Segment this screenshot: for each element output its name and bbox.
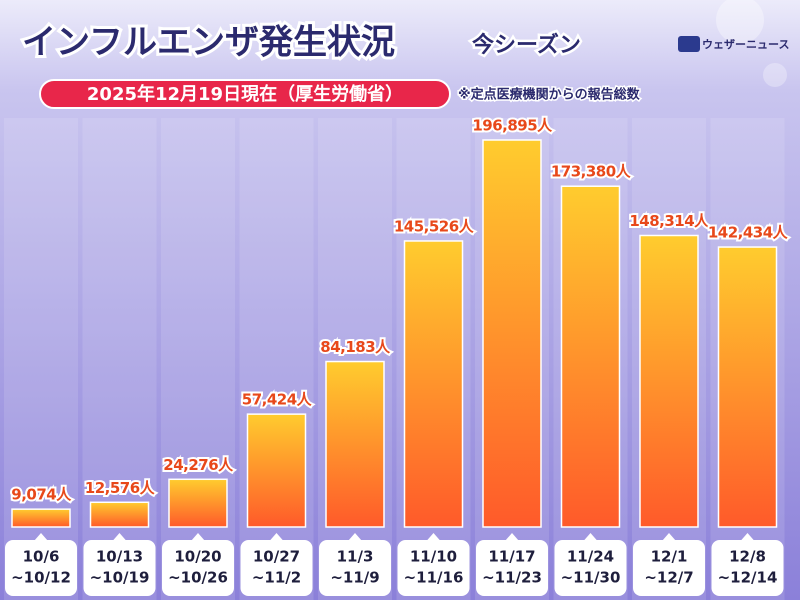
- value-label: 148,314人: [629, 212, 710, 230]
- bar: [639, 234, 699, 528]
- x-tick-label: 11/10: [410, 548, 457, 566]
- bar: [403, 240, 464, 528]
- date-pill: [39, 79, 451, 109]
- label-box: [5, 540, 77, 596]
- x-tick-label: 10/27: [253, 548, 300, 566]
- footnote: ※定点医療機関からの報告総数: [458, 87, 641, 103]
- x-tick-label: ~11/16: [404, 569, 464, 587]
- label-pointer: [348, 533, 362, 541]
- bar: [11, 508, 71, 528]
- label-pointer: [34, 533, 48, 541]
- x-tick-label: ~10/12: [11, 569, 71, 587]
- label-box: [83, 540, 156, 596]
- bar: [168, 478, 228, 528]
- x-tick-label: 10/6: [23, 548, 60, 566]
- bar: [246, 413, 307, 528]
- bar: [325, 360, 385, 528]
- logo-icon: [678, 36, 700, 52]
- bar: [560, 185, 621, 528]
- value-label: 196,895人: [472, 117, 553, 135]
- label-pointer: [505, 533, 519, 541]
- bar: [482, 139, 542, 528]
- x-tick-label: ~12/14: [718, 569, 778, 587]
- x-tick-label: 12/1: [651, 548, 688, 566]
- x-tick-label: 10/13: [96, 548, 143, 566]
- label-box: [476, 540, 548, 596]
- label-pointer: [269, 533, 284, 541]
- label-box: [162, 540, 234, 596]
- value-label: 24,276人: [163, 456, 234, 474]
- bar: [717, 246, 778, 528]
- x-tick-label: 11/3: [337, 548, 374, 566]
- title: インフルエンザ発生状況: [22, 23, 395, 63]
- label-box: [319, 540, 391, 596]
- label-box: [711, 540, 784, 596]
- label-pointer: [583, 533, 598, 541]
- label-box: [633, 540, 705, 596]
- value-label: 9,074人: [11, 486, 72, 504]
- value-label: 12,576人: [85, 479, 156, 497]
- label-pointer: [112, 533, 127, 541]
- x-tick-label: ~11/2: [252, 569, 301, 587]
- label-box: [240, 540, 313, 596]
- x-tick-label: ~10/19: [90, 569, 150, 587]
- decoration: [763, 63, 787, 87]
- x-tick-label: ~11/23: [482, 569, 542, 587]
- label-box: [554, 540, 627, 596]
- x-tick-label: ~11/9: [330, 569, 379, 587]
- value-label: 84,183人: [320, 338, 391, 356]
- date-note: 2025年12月19日現在（厚生労働省）: [87, 83, 403, 105]
- subtitle: 今シーズン: [472, 32, 581, 58]
- x-tick-label: 11/17: [488, 548, 535, 566]
- value-label: 173,380人: [551, 163, 632, 181]
- bar: [89, 501, 150, 528]
- value-label: 142,434人: [708, 224, 789, 242]
- logo: ウェザーニュース: [702, 38, 789, 51]
- label-pointer: [191, 533, 205, 541]
- label-pointer: [740, 533, 755, 541]
- label-box: [397, 540, 470, 596]
- value-label: 57,424人: [242, 391, 313, 409]
- x-tick-label: 10/20: [174, 548, 221, 566]
- label-pointer: [426, 533, 441, 541]
- x-tick-label: ~10/26: [168, 569, 228, 587]
- x-tick-label: 11/24: [567, 548, 614, 566]
- decoration: [716, 0, 764, 44]
- x-tick-label: 12/8: [729, 548, 766, 566]
- x-tick-label: ~12/7: [644, 569, 693, 587]
- value-label: 145,526人: [394, 217, 475, 235]
- label-pointer: [662, 533, 676, 541]
- x-tick-label: ~11/30: [561, 569, 621, 587]
